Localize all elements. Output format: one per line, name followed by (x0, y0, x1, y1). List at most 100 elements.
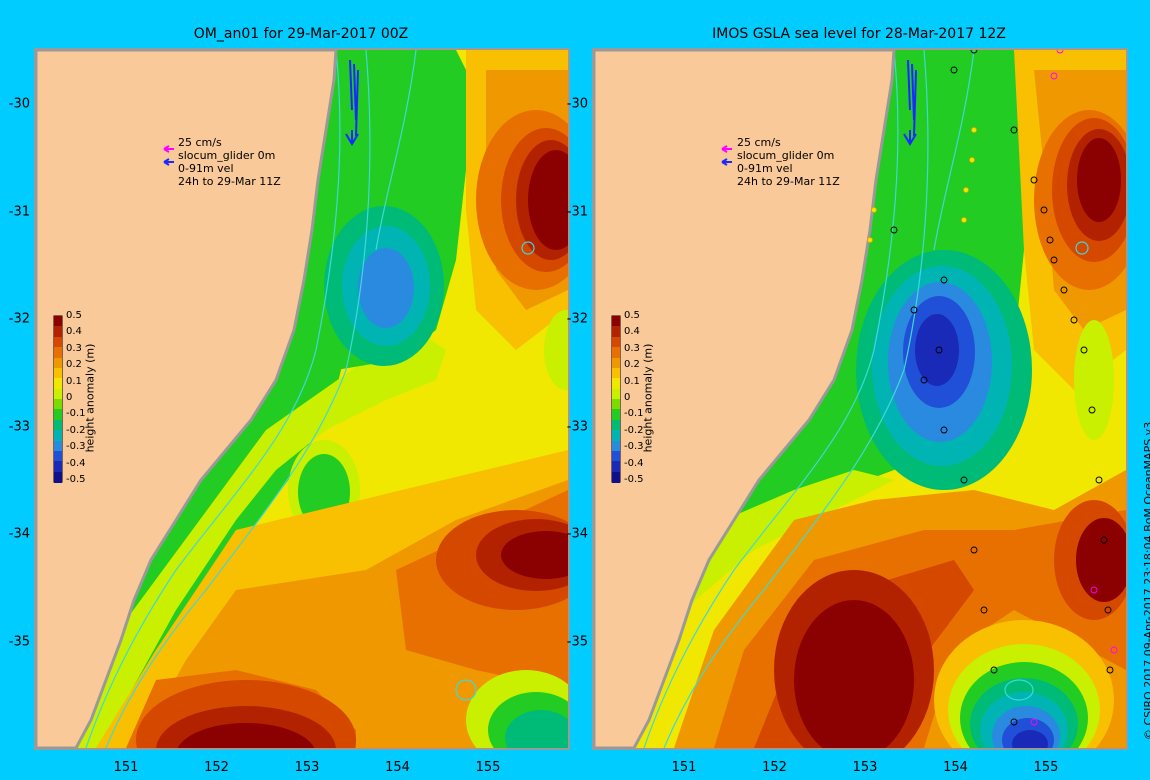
latitude-label: -33 (8, 419, 30, 434)
latitude-label: -32 (8, 311, 30, 327)
longitude-label: 154 (943, 760, 968, 775)
colorbar-tick-label: -0.2 (66, 424, 86, 436)
latitude-label: -30 (566, 96, 588, 112)
colorbar-swatch (612, 336, 620, 348)
colorbar-swatch (612, 367, 620, 379)
latitude-label: -31 (566, 204, 588, 219)
colorbar-tick-label: 0.1 (624, 375, 640, 387)
longitude-label: 152 (762, 760, 787, 775)
colorbar-swatch (612, 419, 620, 431)
colorbar-swatch (54, 326, 62, 338)
colorbar-swatch (612, 347, 620, 358)
colorbar-swatch (54, 388, 62, 400)
map-panel-left (34, 48, 570, 750)
warm-eddy-southwest (794, 600, 914, 748)
colorbar-tick-label: -0.1 (624, 408, 644, 420)
latitude-label: -34 (8, 526, 30, 542)
latitude-label: -34 (566, 526, 588, 542)
colorbar-swatch (54, 336, 62, 348)
colorbar-swatch (612, 461, 620, 473)
latitude-label: -31 (8, 204, 30, 219)
colorbar-tick-label: 0.2 (66, 359, 82, 371)
legend-right: 25 cm/s slocum_glider 0m 0-91m vel 24h t… (737, 136, 840, 188)
colorbar-tick-label: -0.5 (66, 474, 86, 485)
legend-scale: 25 cm/s (737, 136, 781, 149)
sea-level-map-right (594, 50, 1126, 748)
latitude-label: -33 (566, 419, 588, 434)
colorbar-tick-label: -0.5 (624, 474, 644, 485)
legend-period: 24h to 29-Mar 11Z (178, 175, 281, 188)
legend-arrows-right (721, 145, 732, 166)
longitude-label: 155 (475, 760, 501, 775)
colorbar-gradient-right (612, 316, 620, 483)
cold-eddy-south (1012, 730, 1048, 748)
isobath-contour (85, 50, 341, 748)
colorbar-swatch (612, 326, 620, 338)
longitude-label: 153 (852, 760, 878, 775)
colorbar-tick-label: 0.5 (624, 310, 640, 321)
land-mass-left (36, 50, 338, 748)
colorbar-swatch (54, 461, 62, 473)
colorbar-tick-label: 0.3 (66, 342, 82, 354)
colorbar-swatch (612, 316, 620, 327)
colorbar-tick-label: -0.3 (624, 441, 644, 453)
longitude-label: 154 (385, 760, 410, 775)
colorbar-swatch (54, 419, 62, 431)
colorbar-tick-label: 0.4 (624, 326, 640, 338)
colorbar-swatch (612, 450, 620, 462)
colorbar-swatch (54, 367, 62, 379)
colorbar-tick-label: 0.3 (624, 342, 640, 354)
colorbar-tick-label: -0.2 (624, 424, 644, 436)
colorbar-swatch (54, 316, 62, 327)
colorbar-gradient-left (54, 316, 62, 483)
altimeter-track-points-yellow (867, 127, 977, 243)
colorbar-tick-label: 0 (624, 392, 631, 403)
colorbar-swatch (54, 409, 62, 421)
map-panel-right (592, 48, 1128, 750)
colorbar-tick-label: -0.4 (624, 457, 644, 469)
altimeter-track-points (890, 50, 1114, 726)
colorbar-swatch (612, 409, 620, 421)
latitude-label: -35 (8, 634, 30, 649)
sea-level-map-left (36, 50, 568, 748)
legend-velocity: 0-91m vel (737, 162, 793, 175)
colorbar-tick-label: -0.3 (66, 441, 86, 453)
legend-glider: slocum_glider 0m (178, 149, 276, 162)
colorbar-swatch (54, 399, 62, 410)
colorbar-swatch (612, 471, 620, 483)
latitude-label: -32 (566, 311, 588, 327)
legend-period: 24h to 29-Mar 11Z (737, 175, 840, 188)
longitude-label: 151 (113, 760, 139, 775)
colorbar-swatch (54, 347, 62, 358)
colorbar-tick-label: 0.4 (66, 326, 82, 338)
velocity-arrows-left (345, 59, 359, 146)
colorbar-swatch (54, 430, 62, 441)
altimeter-track-points-colored (1030, 50, 1118, 726)
copyright-text: © CSIRO 2017 09-Apr-2017 23:18:04 BoM Oc… (1142, 421, 1150, 740)
colorbar-tick-label: 0 (66, 392, 73, 403)
colorbar-tick-label: -0.1 (66, 408, 86, 420)
latitude-label: -30 (8, 96, 30, 112)
longitude-label: 153 (294, 760, 320, 775)
colorbar-swatch (612, 399, 620, 410)
colorbar-swatch (54, 450, 62, 462)
panel-title-left: OM_an01 for 29-Mar-2017 00Z (193, 26, 409, 42)
legend-velocity: 0-91m vel (178, 162, 234, 175)
colorbar-label-left: height anomaly (m) (83, 343, 97, 453)
colorbar-tick-label: 0.1 (66, 375, 82, 387)
panel-title-right: IMOS GSLA sea level for 28-Mar-2017 12Z (712, 26, 1006, 42)
colorbar-swatch (54, 471, 62, 483)
longitude-label: 155 (1033, 760, 1059, 775)
colorbar-swatch (54, 378, 62, 390)
colorbar-swatch (54, 440, 62, 452)
longitude-label: 151 (671, 760, 697, 775)
colorbar-swatch (612, 357, 620, 369)
colorbar-swatch (612, 388, 620, 400)
isobath-contour (643, 50, 899, 748)
colorbar-tick-label: -0.4 (66, 457, 86, 469)
colorbar-swatch (54, 357, 62, 369)
colorbar-label-right: height anomaly (m) (641, 343, 655, 453)
velocity-arrows-right (903, 59, 917, 146)
colorbar-swatch (612, 430, 620, 441)
colorbar-tick-label: 0.2 (624, 359, 640, 371)
